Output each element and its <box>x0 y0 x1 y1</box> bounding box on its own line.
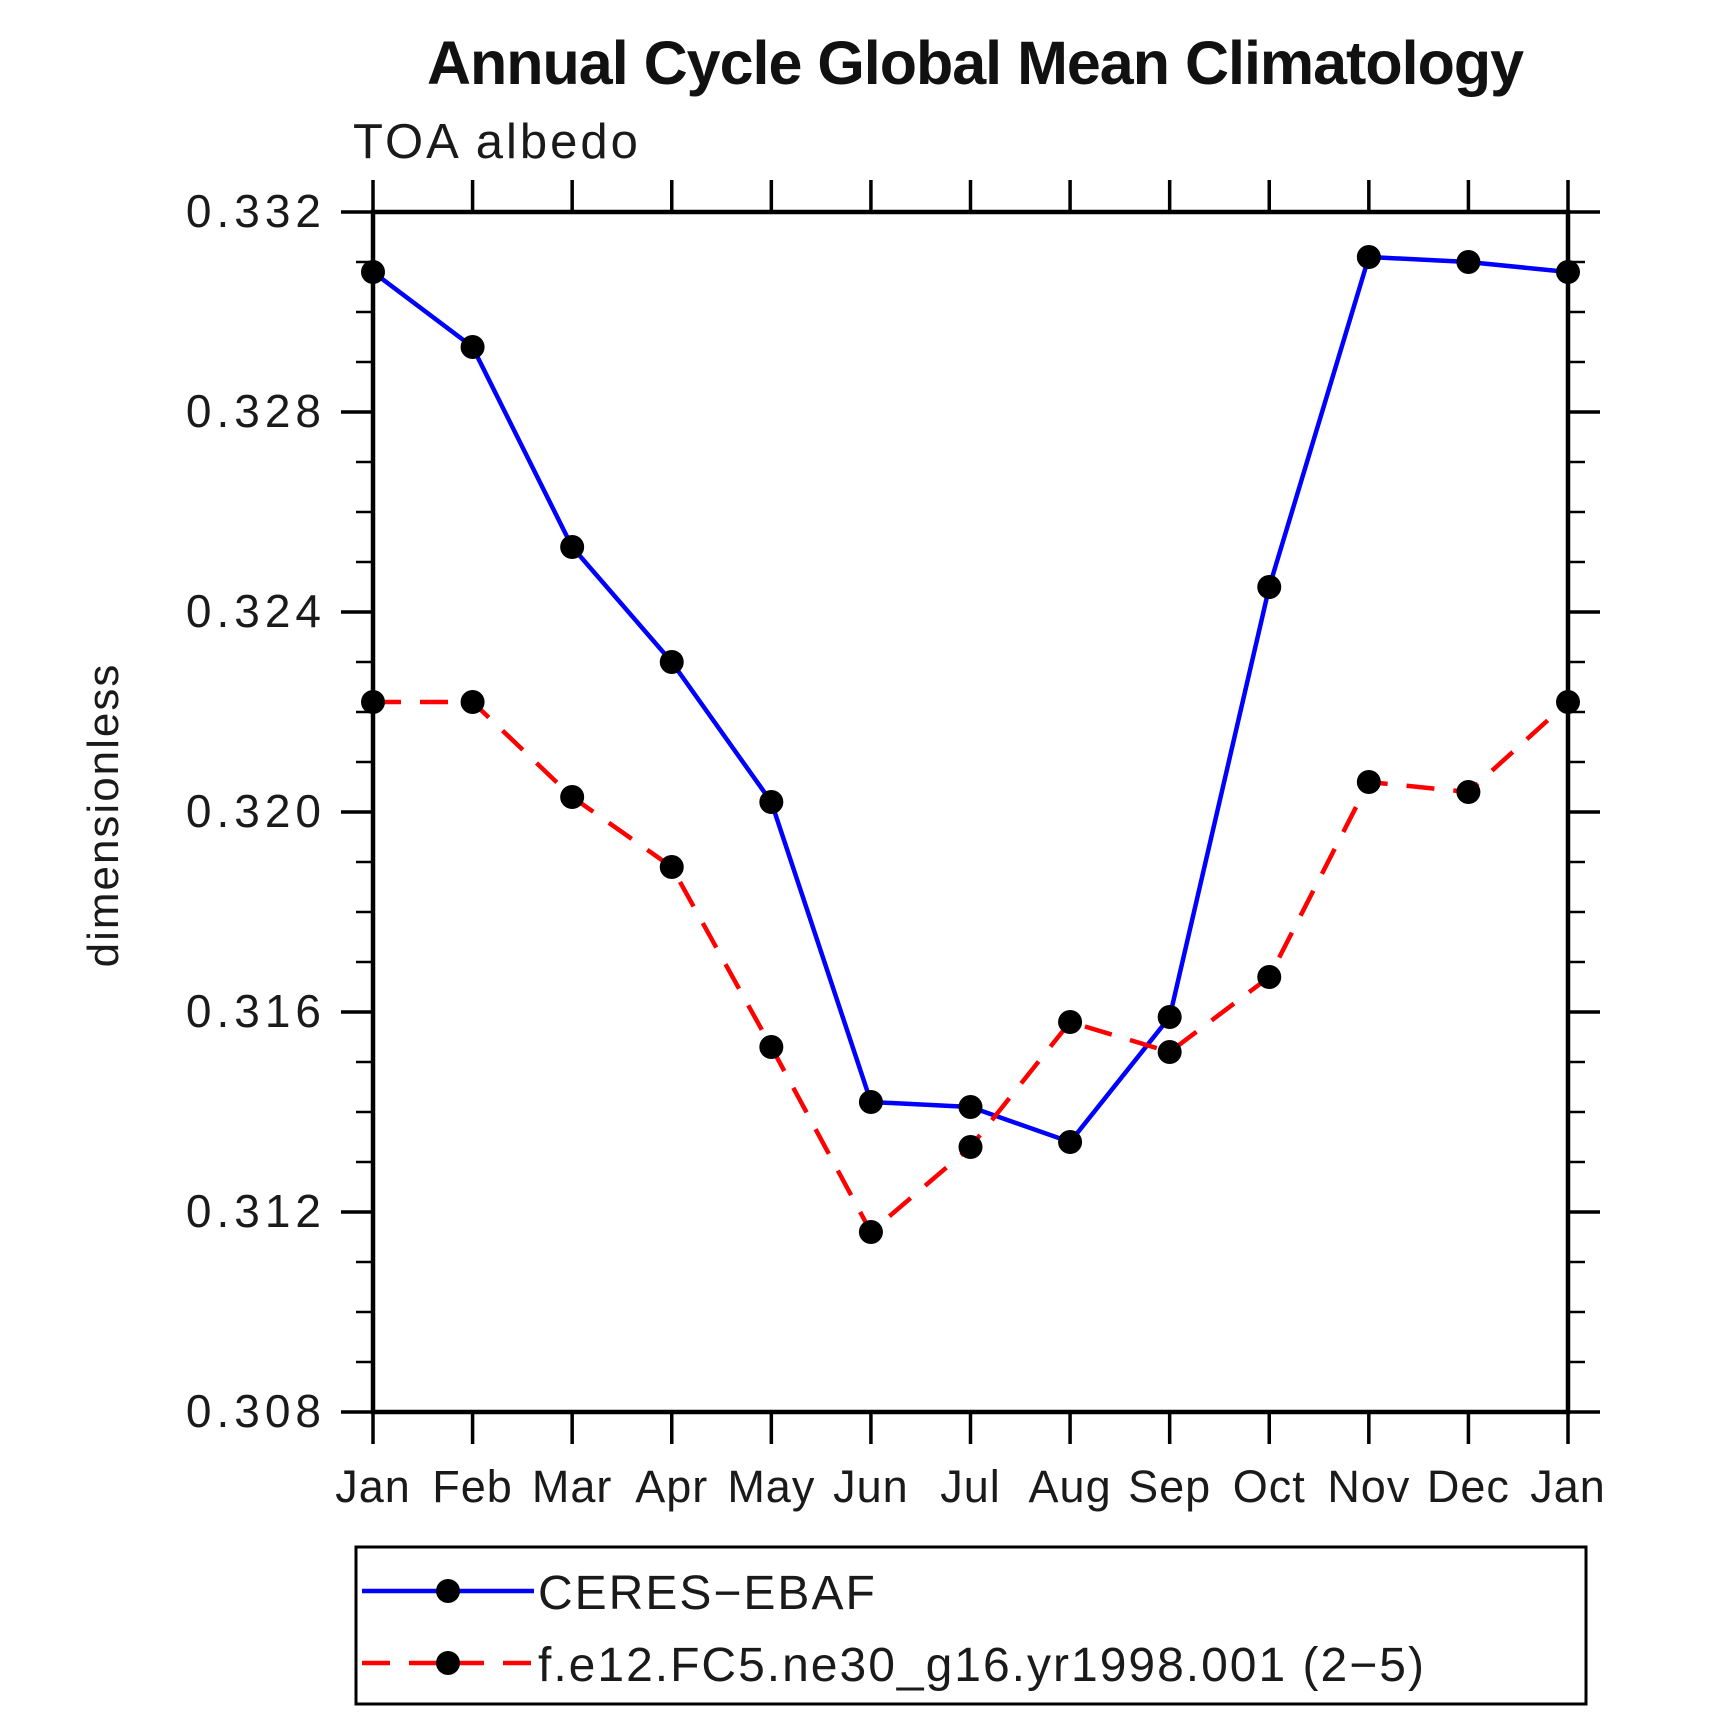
x-tick-label: Aug <box>1029 1461 1112 1512</box>
chart-title: Annual Cycle Global Mean Climatology <box>427 29 1524 97</box>
data-point-marker <box>1556 260 1580 284</box>
x-tick-label: Nov <box>1327 1461 1410 1512</box>
data-point-marker <box>1456 780 1481 804</box>
data-point-marker <box>460 690 485 714</box>
data-point-marker <box>1157 1040 1182 1064</box>
data-point-marker <box>460 335 485 359</box>
x-tick-label: Dec <box>1427 1461 1510 1512</box>
data-point-marker <box>858 1090 883 1114</box>
data-point-marker <box>1356 770 1381 794</box>
data-point-marker <box>560 535 585 559</box>
data-point-marker <box>759 790 784 814</box>
axis-tick-labels: 0.308 0.312 0.316 0.320 0.324 0.328 0.332 Jan Fe… <box>186 185 1606 1512</box>
data-point-marker <box>361 260 385 284</box>
x-tick-label: Jan <box>1530 1461 1606 1512</box>
series-line-0 <box>371 254 1569 1145</box>
legend-item-ceres: CERES−EBAF <box>362 1567 877 1620</box>
data-point-marker <box>1257 575 1282 599</box>
plot-axes <box>370 209 1571 1415</box>
axis-ticks <box>341 180 1600 1444</box>
data-point-marker <box>1157 1005 1182 1029</box>
x-tick-label: Apr <box>635 1461 708 1512</box>
legend: CERES−EBAF f.e12.FC5.ne30_g16.yr1998.001… <box>354 1545 1588 1706</box>
legend-label-ceres: CERES−EBAF <box>538 1567 877 1620</box>
legend-marker-dot <box>436 1651 460 1675</box>
y-tick-label: 0.324 <box>186 585 326 637</box>
data-point-marker <box>1058 1130 1083 1154</box>
y-tick-label: 0.316 <box>186 985 326 1037</box>
chart-subtitle: TOA albedo <box>353 115 641 169</box>
x-tick-label: Jun <box>833 1461 909 1512</box>
legend-label-model: f.e12.FC5.ne30_g16.yr1998.001 (2−5) <box>538 1639 1426 1692</box>
y-tick-label: 0.308 <box>186 1385 326 1437</box>
x-tick-label: Feb <box>432 1461 513 1512</box>
data-point-marker <box>958 1095 983 1119</box>
data-point-marker <box>1257 965 1282 989</box>
series-0 <box>361 245 1580 1154</box>
data-point-marker <box>858 1220 883 1244</box>
x-tick-label: Oct <box>1233 1461 1306 1512</box>
data-point-marker <box>659 650 684 674</box>
data-point-marker <box>361 690 385 714</box>
y-tick-label: 0.332 <box>186 185 326 237</box>
x-tick-label: Sep <box>1128 1461 1211 1512</box>
legend-item-model: f.e12.FC5.ne30_g16.yr1998.001 (2−5) <box>362 1639 1426 1692</box>
x-tick-label: Jul <box>940 1461 1001 1512</box>
x-tick-label: May <box>727 1461 815 1512</box>
data-point-marker <box>1356 245 1381 269</box>
x-tick-label: Mar <box>532 1461 613 1512</box>
data-series <box>361 245 1580 1244</box>
y-tick-label: 0.312 <box>186 1185 326 1237</box>
data-point-marker <box>958 1135 983 1159</box>
y-tick-label: 0.320 <box>186 785 326 837</box>
x-tick-label: Jan <box>335 1461 411 1512</box>
data-point-marker <box>659 855 684 879</box>
data-point-marker <box>759 1035 784 1059</box>
y-tick-label: 0.328 <box>186 385 326 437</box>
data-point-marker <box>1556 690 1580 714</box>
legend-marker-dot <box>436 1579 460 1603</box>
data-point-marker <box>1456 250 1481 274</box>
data-point-marker <box>1058 1010 1083 1034</box>
legend-box <box>354 1545 1588 1706</box>
plot-border <box>370 209 1571 1415</box>
data-point-marker <box>560 785 585 809</box>
series-1 <box>361 690 1580 1244</box>
y-axis-label: dimensionless <box>79 663 128 968</box>
